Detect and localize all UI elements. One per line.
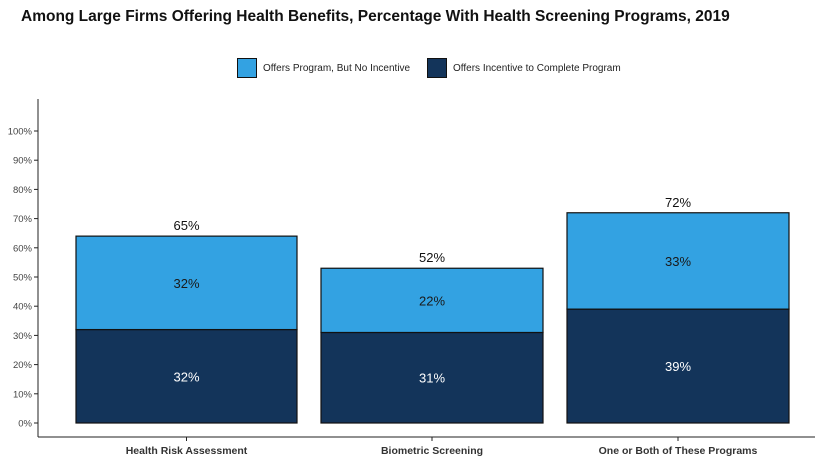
- bar-segment: [566, 308, 790, 424]
- total-label: 52%: [419, 250, 445, 265]
- bar-segment: [320, 331, 544, 424]
- chart-title: Among Large Firms Offering Health Benefi…: [21, 8, 730, 25]
- legend-item-no-incentive: Offers Program, But No Incentive: [237, 57, 410, 79]
- y-tick-label: 30%: [13, 331, 33, 342]
- data-label: 33%: [665, 254, 691, 269]
- data-label: 31%: [419, 371, 445, 386]
- y-tick-label: 80%: [13, 185, 33, 196]
- y-tick-label: 100%: [8, 127, 33, 138]
- x-tick-label: Health Risk Assessment: [126, 445, 248, 457]
- data-label: 39%: [665, 359, 691, 374]
- data-label: 22%: [419, 293, 445, 308]
- legend-swatch-incentive: [427, 58, 447, 78]
- legend-label-no-incentive: Offers Program, But No Incentive: [263, 62, 411, 74]
- x-tick-label: Biometric Screening: [381, 445, 483, 457]
- y-tick-label: 0%: [18, 419, 32, 430]
- y-tick-label: 90%: [13, 156, 33, 167]
- total-label: 72%: [665, 195, 691, 210]
- y-tick-label: 70%: [13, 214, 33, 225]
- bar-segment: [566, 212, 790, 310]
- total-label: 65%: [173, 218, 199, 233]
- bar-segment: [75, 235, 298, 331]
- data-label: 32%: [173, 276, 199, 291]
- legend-label-incentive: Offers Incentive to Complete Program: [453, 62, 621, 74]
- y-tick-label: 10%: [13, 389, 33, 400]
- y-tick-label: 40%: [13, 302, 33, 313]
- y-tick-label: 50%: [13, 273, 33, 284]
- legend-item-incentive: Offers Incentive to Complete Program: [427, 57, 621, 79]
- x-tick-label: One or Both of These Programs: [599, 445, 758, 457]
- y-tick-label: 60%: [13, 243, 33, 254]
- bar-segment: [320, 267, 544, 334]
- chart-legend: Offers Program, But No Incentive Offers …: [0, 57, 821, 79]
- y-tick-label: 20%: [13, 360, 33, 371]
- data-label: 32%: [173, 369, 199, 384]
- bar-segment: [75, 328, 298, 424]
- legend-swatch-no-incentive: [237, 58, 257, 78]
